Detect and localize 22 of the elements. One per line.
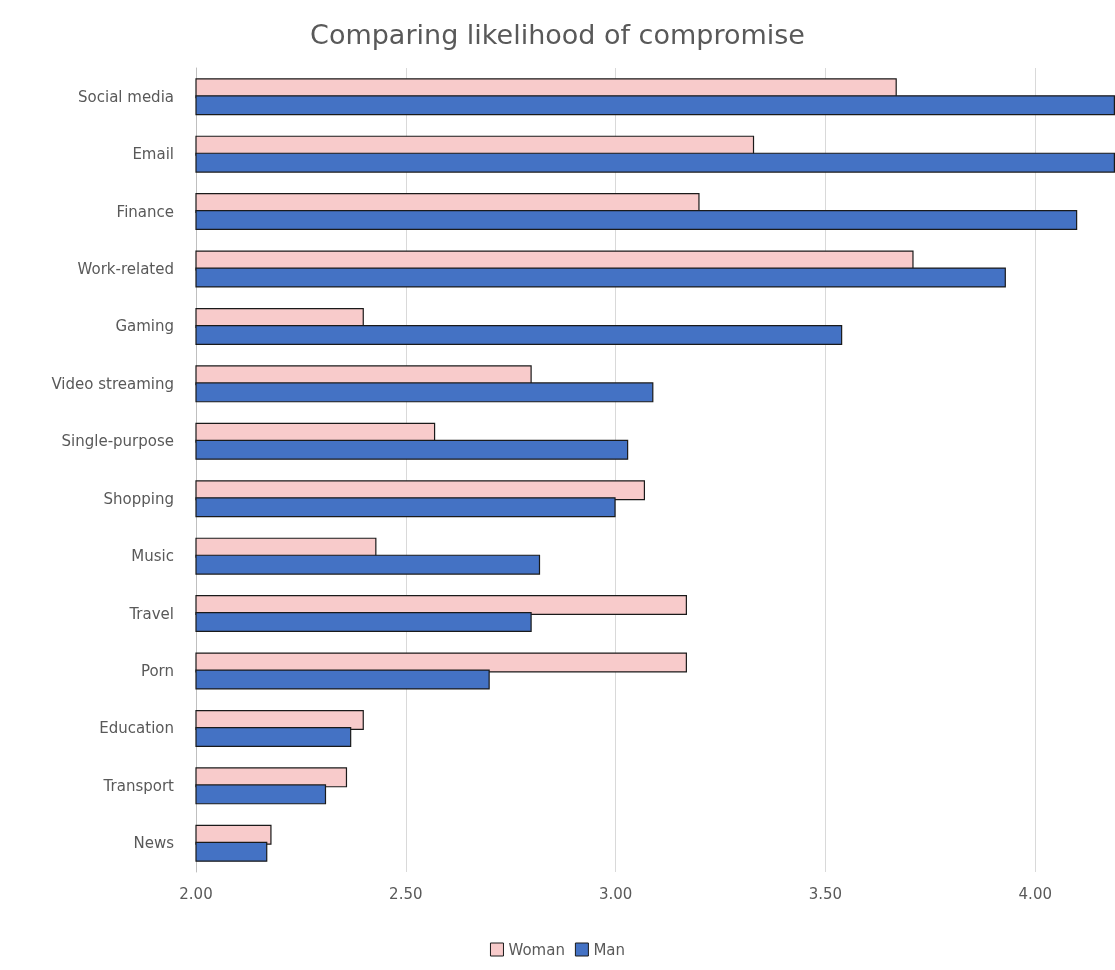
y-tick-label: Email <box>132 145 174 164</box>
x-tick-label: 2.00 <box>179 884 213 903</box>
y-tick-label: Single-purpose <box>61 432 174 451</box>
x-tick-label: 3.50 <box>808 884 843 903</box>
y-tick-label: Gaming <box>115 317 174 336</box>
chart-title: Comparing likelihood of compromise <box>310 19 805 50</box>
y-tick-label: Work-related <box>77 260 174 278</box>
y-tick-label: Shopping <box>103 489 174 508</box>
legend-label: Woman <box>508 940 565 959</box>
y-tick-label: Education <box>99 719 174 738</box>
x-tick-label: 3.00 <box>598 884 633 903</box>
y-tick-label: Travel <box>128 604 174 623</box>
legend-label: Man <box>593 940 626 959</box>
y-tick-label: Video streaming <box>51 374 174 393</box>
y-tick-label: News <box>133 834 175 853</box>
y-tick-label: Porn <box>140 662 174 680</box>
y-tick-label: Social media <box>78 87 174 106</box>
y-tick-label: Finance <box>116 202 174 221</box>
x-tick-label: 4.00 <box>1018 884 1052 903</box>
x-tick-label: 2.50 <box>389 884 423 903</box>
y-tick-label: Transport <box>102 776 175 795</box>
y-tick-label: Music <box>131 547 174 566</box>
